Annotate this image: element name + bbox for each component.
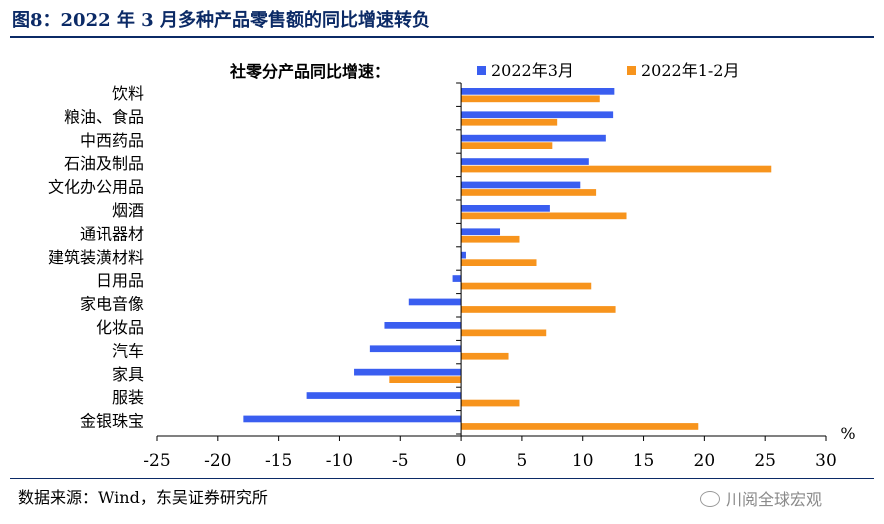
bar-1-13 <box>306 392 462 399</box>
bar-1-5 <box>461 205 550 212</box>
bar-2-1 <box>461 118 558 126</box>
bar-1-14 <box>243 415 462 423</box>
bar-2-10 <box>461 329 547 337</box>
watermark-text: 川阅全球宏观 <box>726 490 823 509</box>
source-divider <box>10 478 874 479</box>
category-label: 烟酒 <box>112 201 144 220</box>
legend-label-2: 2022年1-2月 <box>641 61 740 80</box>
bar-2-9 <box>461 306 616 313</box>
x-tick-label: 0 <box>456 451 467 471</box>
bar-1-11 <box>369 345 462 353</box>
category-label: 日用品 <box>96 271 144 290</box>
bar-2-12 <box>389 376 462 383</box>
bar-2-13 <box>461 399 520 407</box>
bar-1-6 <box>461 228 501 236</box>
x-tick-label: -15 <box>265 451 292 471</box>
x-tick-label: 15 <box>633 451 655 471</box>
bar-2-5 <box>461 212 627 220</box>
x-tick-label: -5 <box>392 451 409 471</box>
bar-2-0 <box>461 95 600 103</box>
category-label: 汽车 <box>112 341 144 360</box>
bar-2-4 <box>461 189 597 196</box>
figure-title: 图8：2022 年 3 月多种产品零售额的同比增速转负 <box>12 10 430 31</box>
bar-2-2 <box>461 142 553 149</box>
category-label: 建筑装潢材料 <box>48 248 144 267</box>
bar-1-4 <box>461 181 581 189</box>
chart-title: 社零分产品同比增速： <box>229 62 390 81</box>
category-label: 粮油、食品 <box>64 107 144 126</box>
category-label: 家电音像 <box>80 295 144 314</box>
legend-swatch-1 <box>477 66 486 75</box>
category-label: 石油及制品 <box>64 154 144 173</box>
legend-label-1: 2022年3月 <box>491 61 574 80</box>
bar-2-6 <box>461 235 520 243</box>
bar-1-9 <box>408 298 462 306</box>
category-label: 服装 <box>112 388 144 407</box>
category-label: 饮料 <box>112 84 144 103</box>
bar-1-12 <box>354 368 462 376</box>
x-tick-label: -10 <box>326 451 353 471</box>
category-label: 中西药品 <box>80 131 144 150</box>
bar-2-3 <box>461 165 772 173</box>
bar-2-11 <box>461 352 509 360</box>
bar-1-10 <box>384 322 462 329</box>
bar-chart: 社零分产品同比增速： 2022年3月 2022年1-2月饮料粮油、食品中西药品石油及… <box>48 61 856 471</box>
category-label: 金银珠宝 <box>80 412 144 431</box>
category-label: 通讯器材 <box>80 224 144 243</box>
x-tick-label: 25 <box>754 451 776 471</box>
watermark: 川阅全球宏观 <box>700 486 822 510</box>
data-source: 数据来源：Wind，东吴证券研究所 <box>18 488 268 507</box>
bar-2-7 <box>461 259 537 266</box>
x-tick-label: -25 <box>143 451 170 471</box>
wechat-icon <box>700 491 720 507</box>
bar-1-8 <box>452 275 462 282</box>
bar-1-0 <box>461 88 615 95</box>
category-label: 家具 <box>112 365 144 384</box>
x-tick-label: 30 <box>815 451 837 471</box>
title-divider <box>10 36 874 38</box>
category-label: 文化办公用品 <box>48 178 144 197</box>
x-tick-label: 20 <box>694 451 716 471</box>
bar-1-3 <box>461 158 589 165</box>
bar-2-14 <box>461 423 699 430</box>
x-tick-label: -20 <box>204 451 231 471</box>
bar-1-1 <box>461 111 614 119</box>
x-axis-unit: % <box>840 424 855 443</box>
x-tick-label: 5 <box>516 451 527 471</box>
bar-1-7 <box>461 251 466 259</box>
bar-2-8 <box>461 282 592 290</box>
bar-1-2 <box>461 134 606 142</box>
category-label: 化妆品 <box>96 318 144 337</box>
legend-swatch-2 <box>627 66 636 75</box>
x-tick-label: 10 <box>572 451 594 471</box>
